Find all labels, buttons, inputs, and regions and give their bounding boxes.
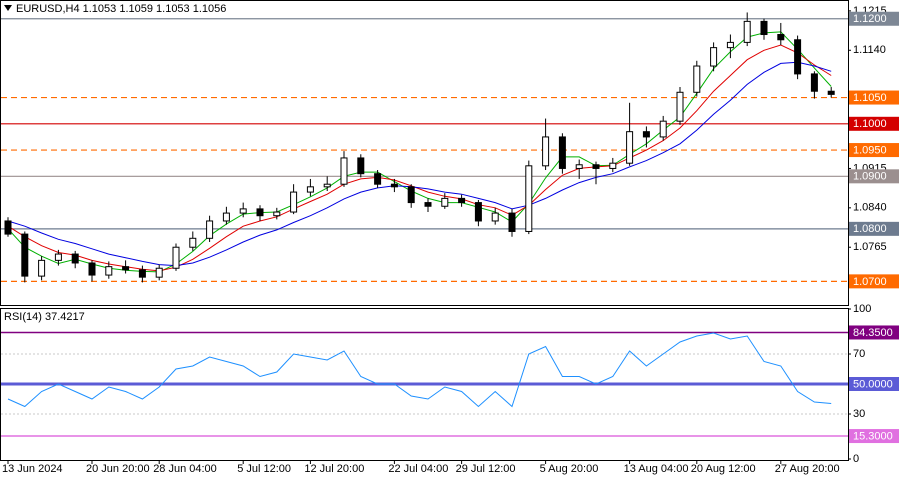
candle-body <box>592 164 600 169</box>
x-tick-label: 27 Aug 20:00 <box>775 463 840 475</box>
candle-body <box>290 191 298 213</box>
title-marker <box>4 5 12 11</box>
level-label: 1.0700 <box>853 276 887 288</box>
y-tick-label: 100 <box>853 303 871 315</box>
level-label: 1.0950 <box>853 144 887 156</box>
candle-body <box>491 212 499 222</box>
main-frame <box>0 0 849 306</box>
candle-body <box>474 202 482 222</box>
x-tick-label: 5 Jul 12:00 <box>237 463 291 475</box>
y-tick-label: 70 <box>853 348 865 360</box>
level-label: 1.0800 <box>853 223 887 235</box>
candle-body <box>542 136 550 167</box>
rsi-frame <box>0 308 849 461</box>
x-tick-label: 20 Aug 12:00 <box>691 463 756 475</box>
candle-body <box>424 202 432 207</box>
candle-body <box>189 237 197 248</box>
candle-body <box>794 39 802 75</box>
candle-body <box>710 47 718 67</box>
x-tick-label: 29 Jul 12:00 <box>456 463 516 475</box>
level-label: 1.0900 <box>853 171 887 183</box>
chart-title: EURUSD,H4 1.1053 1.1059 1.1053 1.1056 <box>16 3 226 15</box>
candle-body <box>693 65 701 93</box>
level-label: 84.3500 <box>853 327 893 339</box>
level-label-box <box>849 116 899 131</box>
candle-body <box>340 157 348 185</box>
x-tick-label: 13 Aug 04:00 <box>624 463 689 475</box>
candle-body <box>88 262 96 276</box>
x-tick-label: 28 Jun 04:00 <box>153 463 217 475</box>
y-tick-label: 1.1140 <box>853 44 886 56</box>
x-tick-label: 13 Jun 2024 <box>2 463 63 475</box>
candle-body <box>273 211 281 217</box>
candle-body <box>609 162 617 169</box>
candle-body <box>458 197 466 204</box>
moving-average <box>7 61 832 267</box>
candle-body <box>575 164 583 169</box>
candle-body <box>525 165 533 232</box>
candle-body <box>357 157 365 175</box>
candle-body <box>172 246 180 269</box>
y-tick-label: 30 <box>853 408 865 420</box>
moving-average <box>7 44 832 272</box>
candle-body <box>390 183 398 188</box>
candle-body <box>105 266 113 276</box>
y-tick-label: 0 <box>853 453 859 465</box>
candle-body <box>441 197 449 207</box>
candle-body <box>38 259 46 277</box>
candle-body <box>138 269 146 278</box>
level-label-box <box>849 221 899 236</box>
x-tick-label: 22 Jul 04:00 <box>388 463 448 475</box>
level-label-box <box>849 143 899 158</box>
candle-body <box>810 73 818 92</box>
candle-body <box>827 90 835 95</box>
candle-body <box>155 267 163 278</box>
candle-body <box>642 131 650 138</box>
candle-body <box>508 212 516 232</box>
candle-body <box>71 253 79 264</box>
level-label: 15.3000 <box>853 430 893 442</box>
candle-body <box>21 233 29 277</box>
level-label-box <box>849 377 899 391</box>
level-label: 1.1050 <box>853 92 887 104</box>
candle-body <box>743 20 751 43</box>
rsi-line <box>7 332 832 408</box>
level-label-box <box>849 169 899 184</box>
x-tick-label: 12 Jul 20:00 <box>304 463 364 475</box>
level-label: 50.0000 <box>853 378 893 390</box>
candle-body <box>407 186 415 204</box>
candle-body <box>256 208 264 217</box>
level-label-box <box>849 90 899 105</box>
level-label: 1.1000 <box>853 118 887 130</box>
y-tick-label: 1.0765 <box>853 241 887 253</box>
candle-body <box>760 20 768 36</box>
y-tick-label: 1.0840 <box>853 202 887 214</box>
candle-body <box>659 120 667 138</box>
candle-body <box>222 212 230 222</box>
candle-body <box>122 266 130 271</box>
candle-body <box>558 136 566 169</box>
level-label-box <box>849 325 899 340</box>
candle-body <box>206 220 214 239</box>
candle-body <box>54 253 62 261</box>
level-label-box <box>849 274 899 289</box>
level-label-box <box>849 429 899 444</box>
candle-body <box>4 220 12 235</box>
level-label: 1.1200 <box>853 13 887 25</box>
x-tick-label: 20 Jun 20:00 <box>86 463 150 475</box>
candle-body <box>777 34 785 41</box>
candle-body <box>239 208 247 214</box>
level-label-box <box>849 11 899 26</box>
candle-body <box>676 91 684 122</box>
candle-body <box>726 41 734 49</box>
candle-body <box>626 131 634 164</box>
candle-body <box>374 173 382 185</box>
candle-body <box>323 183 331 188</box>
candle-body <box>306 186 314 193</box>
moving-average <box>7 31 832 273</box>
x-tick-label: 5 Aug 20:00 <box>540 463 599 475</box>
rsi-title: RSI(14) 37.4217 <box>4 311 85 323</box>
